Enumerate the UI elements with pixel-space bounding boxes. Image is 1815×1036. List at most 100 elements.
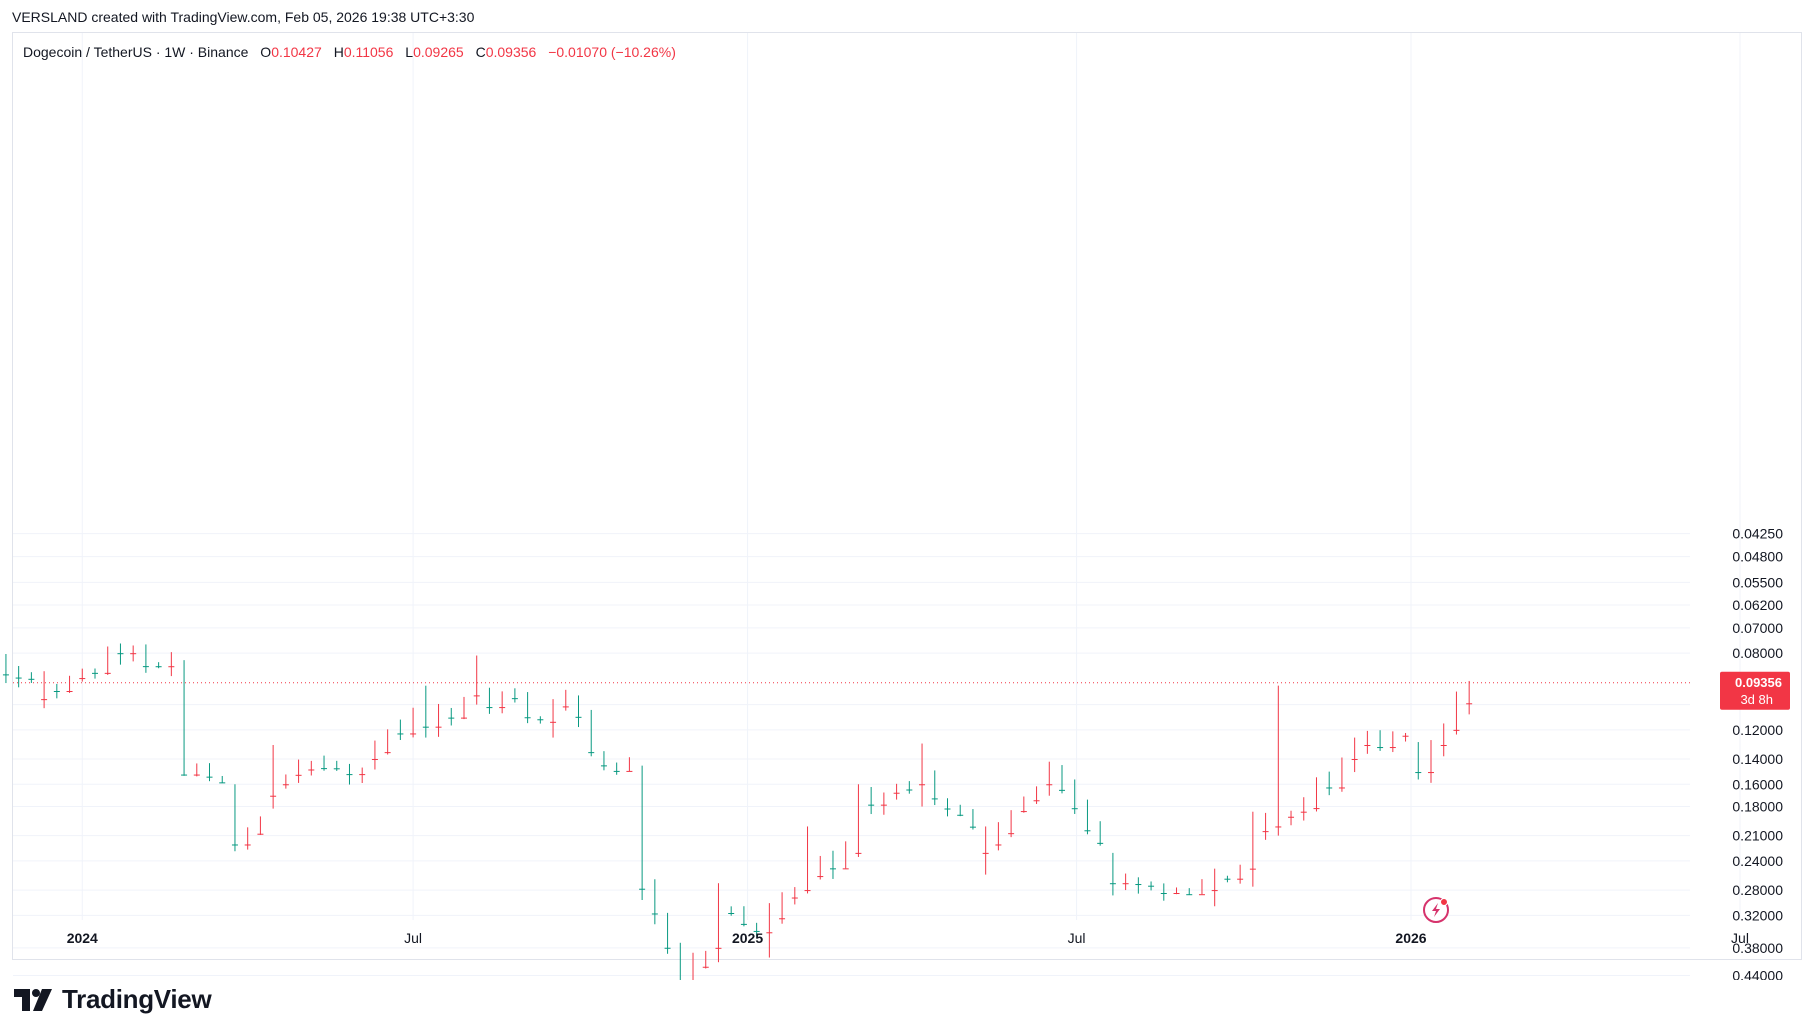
candle-body [130,653,137,655]
candle-body [588,752,595,754]
open-label: O [260,44,272,60]
candle [511,688,518,703]
candle-body [117,653,124,655]
candle-body [626,770,633,772]
candle-body [575,716,582,718]
bar-countdown: 3d 8h [1740,692,1773,707]
y-tick-label: 0.18000 [1732,799,1783,815]
candle-body [728,912,735,914]
candle-body [2,674,9,676]
candle-body [779,918,786,920]
candle [664,912,671,954]
candle-body [1338,787,1345,789]
candle-body [422,726,429,728]
candle-body [53,690,60,692]
candle-body [664,947,671,949]
candle-body [1160,892,1167,894]
candle-body [1249,868,1256,870]
candle-body [397,733,404,735]
price-chart[interactable]: 0.600000.500000.440000.380000.320000.280… [0,0,1815,980]
candle [779,892,786,924]
candle [651,879,658,925]
candle [1224,875,1231,883]
candle-body [1453,729,1460,731]
y-tick-label: 0.44000 [1732,968,1783,980]
candle [1288,810,1295,826]
candle-body [791,897,798,899]
candle [1160,883,1167,901]
candle-body [919,784,926,786]
candle [333,760,340,771]
candle-body [829,868,836,870]
candle [880,792,887,815]
candle-body [92,672,98,674]
candle [41,671,48,709]
symbol-description[interactable]: Dogecoin / TetherUS · 1W · Binance [23,44,249,60]
chart-frame[interactable] [12,32,1802,960]
candle-body [1148,885,1155,887]
candle [1046,761,1053,796]
candle-body [1122,883,1129,885]
candle [715,883,722,963]
candle-body [181,774,188,776]
candle [295,759,302,783]
candle-body [410,733,417,735]
candle [524,692,531,724]
candle [842,841,849,870]
candle-body [155,666,162,668]
candle-body [817,876,824,878]
candle [1008,810,1015,838]
candle-body [868,804,875,806]
candle-body [142,666,149,668]
x-tick-label: 2024 [67,930,98,946]
candle-body [384,752,391,754]
ohlc-legend: Dogecoin / TetherUS · 1W · Binance O0.10… [23,44,676,60]
last-price-tag-bg [1720,671,1790,710]
candle-body [1288,816,1295,818]
candle [1364,730,1371,754]
candle-body [244,844,251,846]
candle [1440,723,1447,757]
candle [969,809,976,830]
candle [1084,799,1091,835]
candle [1453,691,1460,735]
candle [1402,732,1409,742]
x-tick-label: Jul [1068,930,1086,946]
candle [92,668,98,679]
candle [1059,765,1066,794]
tradingview-logo[interactable]: TradingView [14,984,212,1015]
candle [817,855,824,880]
candle [1186,888,1193,896]
candle [384,729,391,755]
candle [1071,779,1078,814]
candle [740,906,747,927]
chart-credit: VERSLAND created with TradingView.com, F… [12,9,475,25]
candle-body [1427,772,1434,774]
candle-body [1173,892,1180,894]
candle [142,644,149,673]
y-tick-label: 0.04250 [1732,526,1783,542]
candle [1427,740,1434,783]
candle-body [1262,831,1269,833]
candle-body [982,852,989,854]
price-change: −0.01070 (−10.26%) [548,44,676,60]
candle [2,654,9,684]
candle [346,763,353,785]
candle [168,652,175,677]
time-axis[interactable]: Jul2023Jul2024Jul2025Jul2026Jul [0,930,1749,946]
candle-body [511,698,518,700]
candle-body [486,707,493,709]
candle-body [346,774,353,776]
y-tick-label: 0.21000 [1732,828,1783,844]
candle-body [1402,735,1409,737]
candle-body [206,776,213,778]
y-tick-label: 0.06200 [1732,597,1783,613]
candle [931,770,938,806]
lightning-icon[interactable] [1423,897,1449,923]
y-tick-label: 0.07000 [1732,620,1783,636]
candle [1211,868,1218,907]
candle [1173,887,1180,895]
candle [537,716,544,724]
x-tick-label: 2025 [732,930,763,946]
candle-body [1275,826,1282,828]
